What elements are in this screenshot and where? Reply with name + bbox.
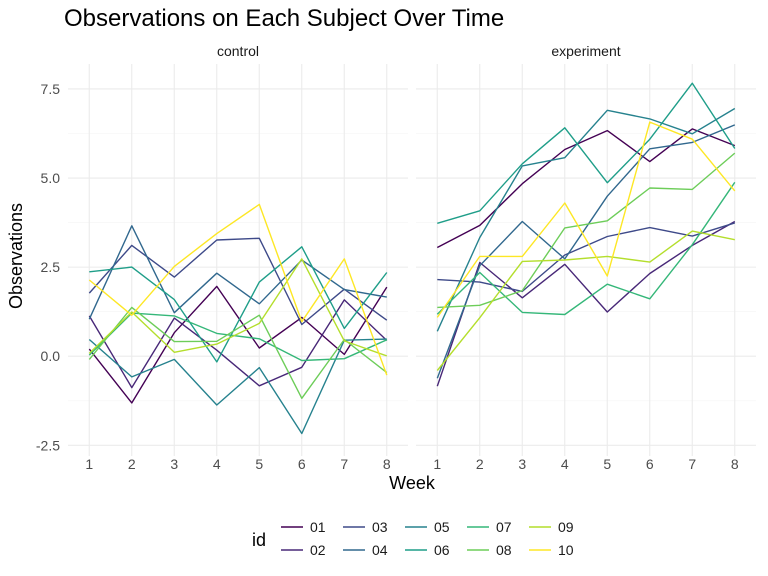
series-line-01 xyxy=(436,128,736,249)
legend-label-05: 05 xyxy=(434,519,450,535)
series-line-09 xyxy=(88,258,388,357)
series-line-10 xyxy=(88,203,388,376)
x-tick-label: 6 xyxy=(298,456,306,472)
chart-title: Observations on Each Subject Over Time xyxy=(64,5,504,32)
series-line-04 xyxy=(436,124,736,379)
y-tick-label: 2.5 xyxy=(41,259,61,275)
legend-label-03: 03 xyxy=(372,519,388,535)
series-line-09 xyxy=(436,230,735,371)
facet-strip-label: experiment xyxy=(551,43,620,59)
y-tick-label: 0.0 xyxy=(41,348,61,364)
y-axis-title: Observations xyxy=(6,203,26,309)
x-tick-label: 1 xyxy=(433,456,441,472)
facet-strip-label: control xyxy=(217,43,259,59)
y-tick-label: 5.0 xyxy=(41,170,61,186)
series-line-03 xyxy=(88,237,388,326)
legend-label-06: 06 xyxy=(434,542,450,558)
y-tick-label: -2.5 xyxy=(36,437,60,453)
series-line-08 xyxy=(88,306,388,399)
legend-label-08: 08 xyxy=(496,542,512,558)
legend-label-09: 09 xyxy=(558,519,574,535)
x-tick-label: 7 xyxy=(340,456,348,472)
series-line-02 xyxy=(436,220,736,387)
series-line-02 xyxy=(88,299,388,389)
x-tick-label: 3 xyxy=(170,456,178,472)
x-tick-label: 2 xyxy=(128,456,136,472)
y-tick-label: 7.5 xyxy=(41,81,61,97)
legend-label-10: 10 xyxy=(558,542,574,558)
series-line-05 xyxy=(88,338,387,435)
x-axis-title: Week xyxy=(389,473,436,493)
series-line-07 xyxy=(436,181,736,316)
x-tick-label: 3 xyxy=(518,456,526,472)
x-tick-label: 4 xyxy=(561,456,569,472)
facet-panels: control 1 2 3 4 5 6 7 8 experiment 1 2 3 4 5 6 7 8 xyxy=(68,43,756,472)
series-line-04 xyxy=(88,225,387,320)
legend-title: id xyxy=(252,530,266,550)
x-tick-label: 2 xyxy=(476,456,484,472)
series-line-10 xyxy=(436,121,736,318)
series-line-05 xyxy=(436,107,736,332)
x-tick-label: 8 xyxy=(383,456,391,472)
series-line-06 xyxy=(89,246,388,363)
legend: id 01 02 03 04 05 06 07 08 09 10 xyxy=(252,519,574,558)
x-tick-label: 8 xyxy=(731,456,739,472)
series-line-06 xyxy=(437,82,736,224)
series-line-08 xyxy=(437,152,736,309)
legend-label-04: 04 xyxy=(372,542,388,558)
x-tick-label: 5 xyxy=(255,456,263,472)
facet-panel-experiment: experiment 1 2 3 4 5 6 7 8 xyxy=(416,43,756,472)
x-tick-label: 1 xyxy=(85,456,93,472)
x-tick-label: 5 xyxy=(603,456,611,472)
x-tick-label: 7 xyxy=(688,456,696,472)
legend-label-07: 07 xyxy=(496,519,512,535)
x-tick-label: 6 xyxy=(646,456,654,472)
legend-label-02: 02 xyxy=(310,542,326,558)
facet-panel-control: control 1 2 3 4 5 6 7 8 xyxy=(68,43,408,472)
series-line-03 xyxy=(437,222,736,293)
x-tick-label: 4 xyxy=(213,456,221,472)
legend-label-01: 01 xyxy=(310,519,326,535)
y-axis-ticks: -2.5 0.0 2.5 5.0 7.5 xyxy=(36,81,60,453)
